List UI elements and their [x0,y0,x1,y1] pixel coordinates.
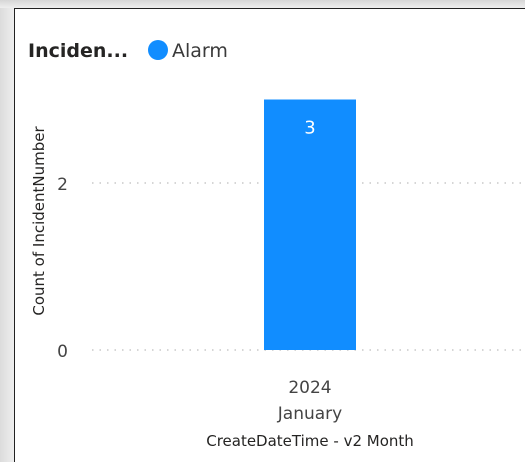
legend-label-alarm[interactable]: Alarm [172,40,228,62]
y-tick-label-0: 0 [57,342,68,362]
x-axis-title: CreateDateTime - v2 Month [206,432,414,450]
y-axis-title: Count of IncidentNumber [30,126,48,316]
left-edge-shadow [0,0,14,462]
bar-alarm-2024-january[interactable] [264,99,356,351]
x-tick-label-year: 2024 [288,378,331,398]
data-label-bar: 3 [304,118,315,139]
top-edge-shadow [0,0,525,8]
legend-title: Inciden... [28,40,128,62]
x-tick-label-month: January [277,404,342,424]
legend-marker-alarm[interactable] [148,40,168,60]
y-tick-label-2: 2 [57,175,68,195]
